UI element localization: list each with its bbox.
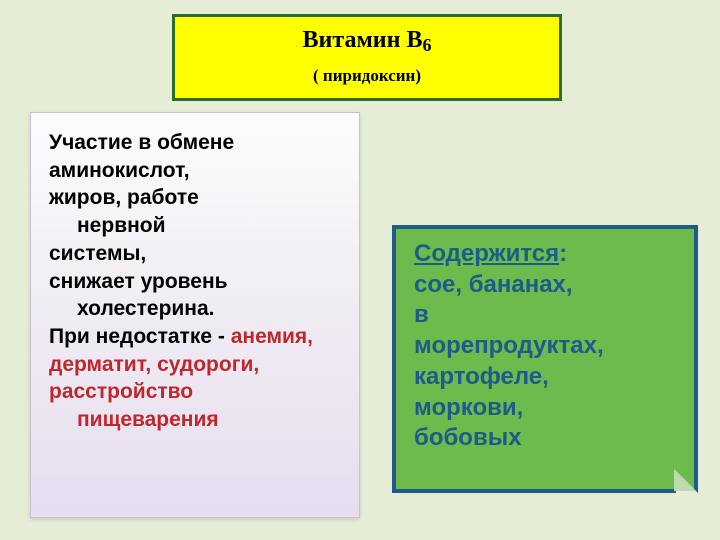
lp-line-5-prefix: При недостатке - bbox=[49, 325, 231, 348]
rp-line-4: моркови, bbox=[414, 394, 523, 421]
left-panel: Участие в обмене аминокислот, жиров, раб… bbox=[30, 112, 360, 518]
lp-line-5-suffix: анемия, bbox=[231, 325, 313, 348]
rp-line-2: морепродуктах, bbox=[414, 332, 604, 359]
lp-line-0: Участие в обмене bbox=[49, 129, 351, 157]
lp-line-7a: расстройство bbox=[49, 378, 351, 406]
lp-line-2b: нервной bbox=[49, 212, 351, 240]
title-main-line: Витамин В6 bbox=[175, 27, 559, 56]
lp-line-7b: пищеварения bbox=[49, 406, 351, 434]
lp-line-5: При недостатке - анемия, bbox=[49, 323, 351, 351]
rp-heading: Содержится bbox=[414, 240, 559, 267]
title-main: Витамин В bbox=[303, 27, 423, 53]
rp-line-5: бобовых bbox=[414, 424, 522, 451]
title-subtitle: ( пиридоксин) bbox=[175, 66, 559, 86]
right-panel: Содержится: сое, бананах, в морепродукта… bbox=[392, 225, 698, 493]
title-box: Витамин В6 ( пиридоксин) bbox=[172, 14, 562, 101]
lp-line-4b: холестерина. bbox=[49, 295, 351, 323]
lp-line-6: дерматит, судороги, bbox=[49, 351, 351, 379]
right-content: Содержится: сое, бананах, в морепродукта… bbox=[414, 239, 684, 454]
rp-line-3: картофеле, bbox=[414, 363, 549, 390]
rp-heading-suffix: : bbox=[559, 240, 567, 267]
title-subscript: 6 bbox=[422, 35, 431, 55]
rp-line-0: сое, бананах, bbox=[414, 271, 573, 298]
lp-line-4a: снижает уровень bbox=[49, 268, 351, 296]
rp-line-1: в bbox=[414, 301, 429, 328]
fold-corner-icon bbox=[674, 469, 696, 491]
lp-line-1: аминокислот, bbox=[49, 157, 351, 185]
lp-line-3: системы, bbox=[49, 240, 351, 268]
lp-line-2a: жиров, работе bbox=[49, 184, 351, 212]
